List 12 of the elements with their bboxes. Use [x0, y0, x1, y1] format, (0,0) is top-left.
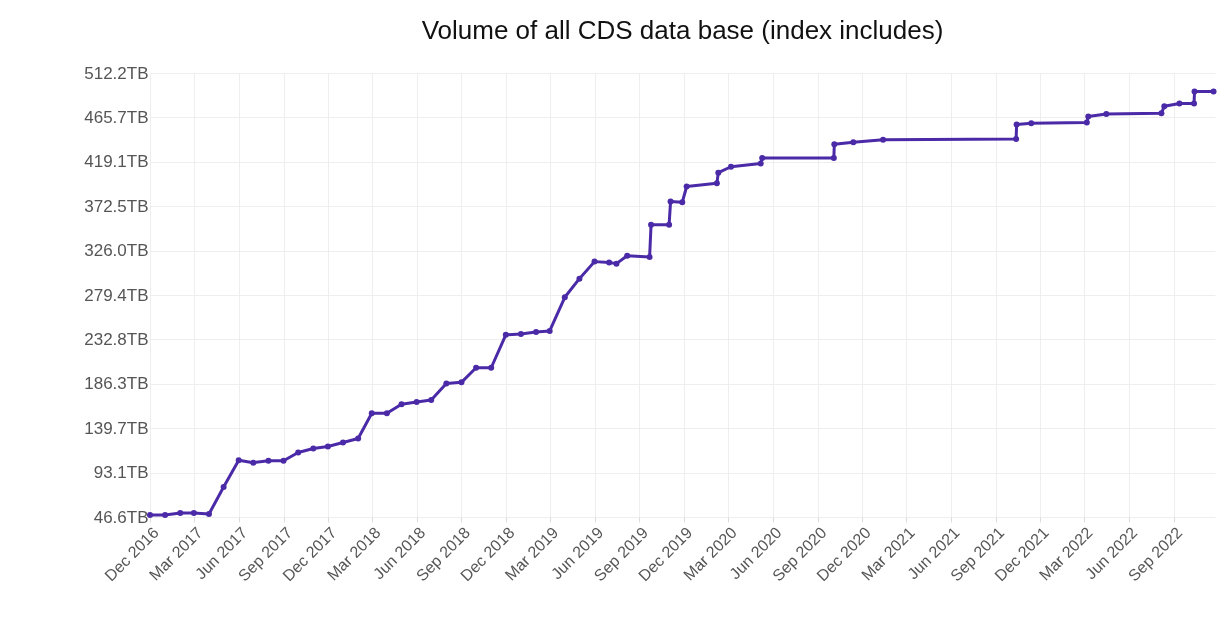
y-tick-label: 279.4TB [84, 285, 149, 305]
y-tick-label: 465.7TB [84, 107, 149, 127]
y-tick-label: 186.3TB [84, 374, 149, 394]
y-tick-label: 46.6TB [93, 507, 149, 527]
y-tick-label: 139.7TB [84, 418, 149, 438]
y-tick-label: 326.0TB [84, 241, 149, 261]
y-tick-label: 232.8TB [84, 329, 149, 349]
y-tick-label: 93.1TB [93, 463, 149, 483]
y-tick-label: 372.5TB [84, 196, 149, 216]
y-tick-label: 419.1TB [84, 152, 149, 172]
y-tick-label: 512.2TB [84, 63, 149, 83]
chart-title: Volume of all CDS data base (index includes) [421, 15, 944, 45]
